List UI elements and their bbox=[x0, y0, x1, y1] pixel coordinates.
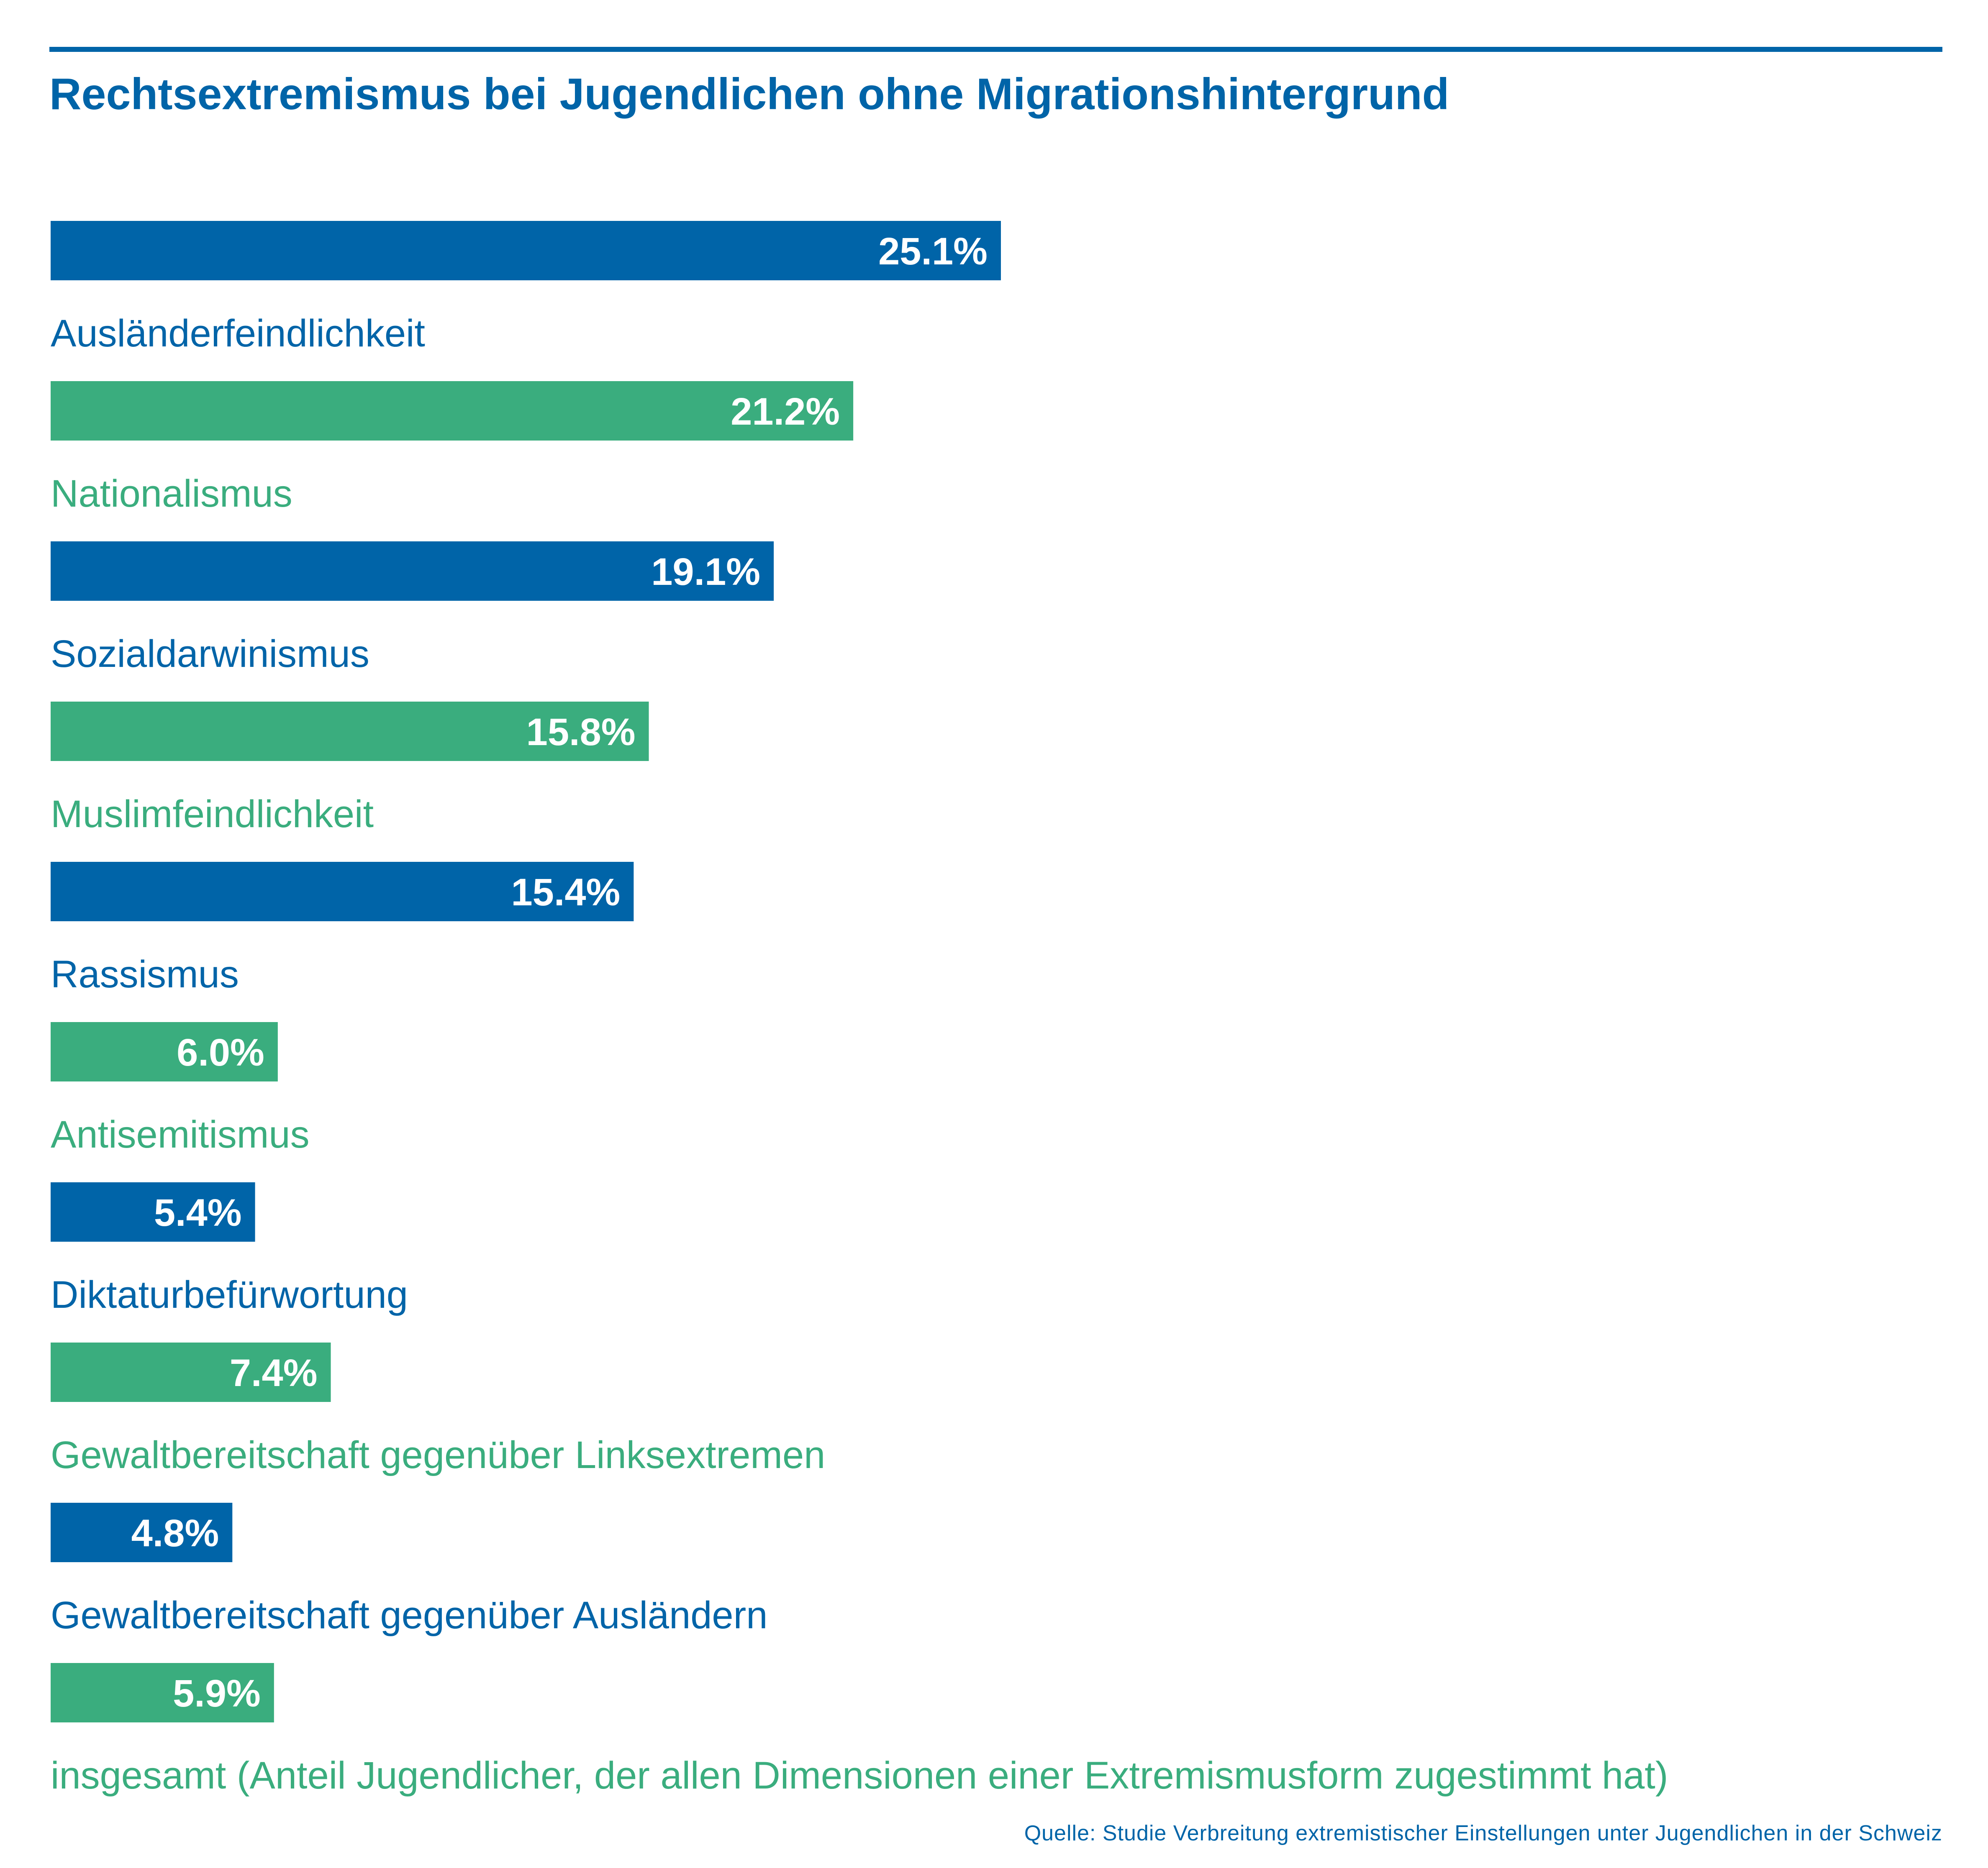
bar-6 bbox=[51, 1022, 278, 1081]
bar-3 bbox=[51, 541, 774, 601]
category-label-6: Antisemitismus bbox=[51, 1113, 310, 1156]
bar-8 bbox=[51, 1343, 331, 1402]
bar-10 bbox=[51, 1663, 274, 1722]
bar-2 bbox=[51, 381, 854, 441]
chart-title: Rechtsextremismus bei Jugendlichen ohne … bbox=[49, 69, 1449, 119]
bar-value-label-3: 19.1% bbox=[651, 551, 760, 593]
category-label-8: Gewaltbereitschaft gegenüber Linksextrem… bbox=[51, 1434, 825, 1476]
bar-5 bbox=[51, 862, 634, 921]
bar-value-label-4: 15.8% bbox=[526, 711, 636, 753]
category-label-7: Diktaturbefürwortung bbox=[51, 1274, 408, 1316]
bar-value-label-9: 4.8% bbox=[131, 1512, 219, 1555]
category-label-3: Sozialdarwinismus bbox=[51, 633, 369, 675]
bar-1 bbox=[51, 221, 1001, 280]
bar-value-label-1: 25.1% bbox=[878, 230, 988, 273]
category-label-10: insgesamt (Anteil Jugendlicher, der alle… bbox=[51, 1754, 1668, 1797]
bar-4 bbox=[51, 702, 649, 761]
bar-value-label-6: 6.0% bbox=[177, 1031, 264, 1074]
category-label-5: Rassismus bbox=[51, 953, 239, 996]
bar-value-label-7: 5.4% bbox=[154, 1192, 242, 1234]
category-label-4: Muslimfeindlichkeit bbox=[51, 793, 374, 835]
bar-7 bbox=[51, 1182, 255, 1242]
category-label-9: Gewaltbereitschaft gegenüber Ausländern bbox=[51, 1594, 767, 1637]
top-rule bbox=[49, 47, 1942, 52]
bar-value-label-2: 21.2% bbox=[731, 390, 840, 433]
category-label-2: Nationalismus bbox=[51, 472, 292, 515]
category-label-1: Ausländerfeindlichkeit bbox=[51, 312, 425, 355]
bar-value-label-8: 7.4% bbox=[230, 1352, 318, 1394]
bar-value-label-5: 15.4% bbox=[511, 871, 620, 914]
source-note: Quelle: Studie Verbreitung extremistisch… bbox=[1024, 1821, 1942, 1845]
bar-9 bbox=[51, 1503, 233, 1562]
bar-value-label-10: 5.9% bbox=[173, 1672, 261, 1715]
